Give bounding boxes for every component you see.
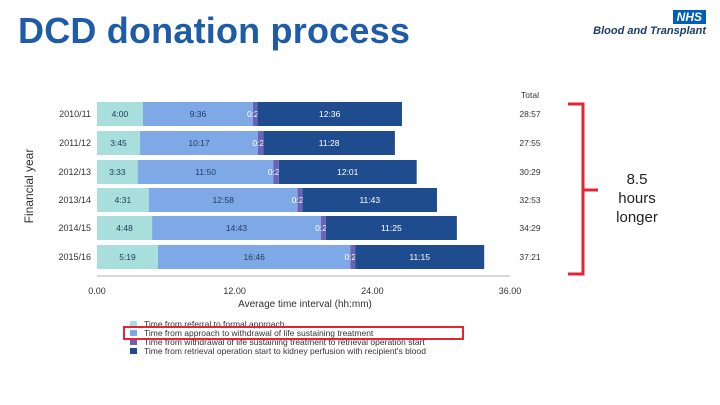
data-label: 0:28	[252, 138, 269, 148]
total-label: 37:21	[519, 252, 541, 262]
x-tick-label: 12.00	[223, 286, 246, 296]
slide-title: DCD donation process	[18, 10, 411, 51]
bar-segment	[278, 160, 417, 184]
data-label: 16:46	[244, 252, 266, 262]
legend-label: Time from retrieval operation start to k…	[144, 346, 426, 356]
x-tick-label: 0.00	[88, 286, 106, 296]
x-tick-label: 36.00	[499, 286, 522, 296]
bar-segment	[320, 216, 326, 240]
total-label: 27:55	[519, 138, 541, 148]
nhs-blood-and-transplant-logo: NHS Blood and Transplant	[566, 10, 706, 42]
category-label: 2010/11	[59, 109, 91, 119]
bar-segment	[355, 245, 485, 269]
data-label: 0:28	[268, 167, 285, 177]
bar-segment	[97, 188, 149, 212]
data-label: 3:45	[110, 138, 127, 148]
data-label: 11:43	[359, 195, 380, 205]
y-axis-label: Financial year	[22, 149, 36, 224]
bar-segment	[302, 188, 437, 212]
legend-swatch	[130, 321, 137, 327]
x-tick-label: 24.00	[361, 286, 384, 296]
data-label: 4:48	[116, 223, 133, 233]
nhs-badge: NHS	[672, 10, 706, 24]
category-label: 2014/15	[58, 223, 91, 233]
total-label: 30:29	[519, 167, 541, 177]
data-label: 12:58	[213, 195, 235, 205]
bar-segment	[152, 216, 321, 240]
data-label: 12:36	[319, 109, 341, 119]
data-label: 11:50	[195, 167, 216, 177]
data-label: 5:19	[119, 252, 136, 262]
bar-segment	[97, 216, 153, 240]
data-label: 12:01	[337, 167, 359, 177]
bar-segment	[97, 131, 141, 155]
bar-segment	[148, 188, 298, 212]
bar-segment	[253, 102, 258, 126]
data-label: 4:31	[115, 195, 132, 205]
data-label: 9:36	[190, 109, 207, 119]
legend-swatch	[130, 330, 137, 336]
bar-segment	[273, 160, 279, 184]
logo-org-name: Blood and Transplant	[593, 25, 706, 37]
legend-label: Time from approach to withdrawal of life…	[144, 328, 374, 338]
data-label: 10:17	[188, 138, 210, 148]
data-label: 0:25	[344, 252, 361, 262]
data-label: 0:26	[292, 195, 309, 205]
bar-segment	[140, 131, 258, 155]
bar-segment	[297, 188, 303, 212]
total-label: 32:53	[519, 195, 541, 205]
data-label: 11:15	[409, 252, 430, 262]
bar-segment	[257, 131, 264, 155]
bar-segment	[97, 160, 138, 184]
total-label: 28:57	[519, 109, 541, 119]
legend-label: Time from withdrawal of life sustaining …	[144, 337, 425, 347]
total-label: 34:29	[519, 223, 541, 233]
legend-swatch	[130, 339, 137, 345]
bar-segment	[350, 245, 356, 269]
data-label: 4:00	[112, 109, 129, 119]
data-label: 14:43	[226, 223, 248, 233]
data-label: 0:23	[247, 109, 264, 119]
callout-line: hours	[618, 190, 656, 207]
category-label: 2013/14	[58, 195, 91, 205]
bar-segment	[263, 131, 395, 155]
bar-segment	[97, 102, 143, 126]
x-axis-label: Average time interval (hh:mm)	[238, 299, 372, 310]
data-label: 11:25	[381, 223, 402, 233]
bar-segment	[325, 216, 457, 240]
bracket	[568, 102, 585, 276]
category-label: 2011/12	[59, 138, 91, 148]
legend-highlight-box	[123, 326, 464, 340]
category-label: 2015/16	[58, 252, 91, 262]
bar-segment	[257, 102, 402, 126]
callout-line: 8.5	[626, 171, 648, 188]
bar-segment	[137, 160, 274, 184]
data-label: 0:26	[315, 223, 332, 233]
bar-segment	[97, 245, 158, 269]
callout-text: 8.5 hours longer	[608, 170, 666, 227]
category-label: 2012/13	[58, 167, 91, 177]
legend-swatch	[130, 348, 137, 354]
bar-segment	[142, 102, 254, 126]
legend-label: Time from referral to formal approach	[144, 319, 285, 329]
bar-segment	[157, 245, 351, 269]
callout-line: longer	[616, 209, 658, 226]
data-label: 11:28	[319, 138, 340, 148]
data-label: 3:33	[109, 167, 126, 177]
total-header: Total	[521, 90, 539, 100]
